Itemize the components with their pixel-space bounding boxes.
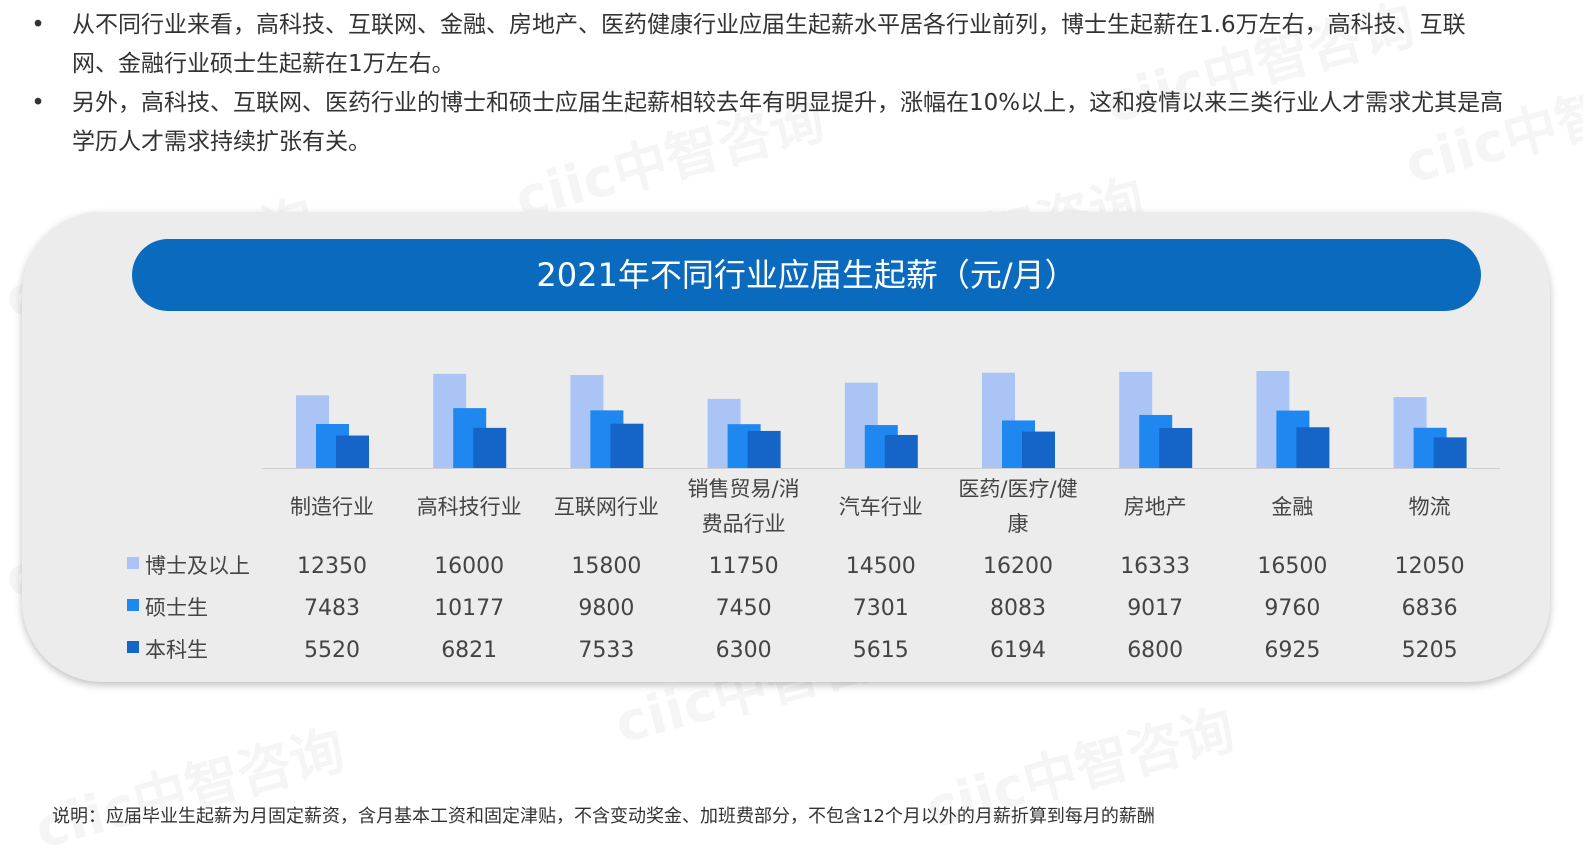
data-label: 6300 [716,638,772,663]
x-tick-label: 房地产 [1124,495,1187,519]
data-label: 6800 [1127,638,1183,663]
data-label: 6194 [990,638,1046,663]
data-label: 6821 [441,638,497,663]
bar [747,430,781,468]
data-label: 7301 [853,596,909,621]
data-label: 6836 [1402,596,1458,621]
x-tick-label: 互联网行业 [554,495,659,519]
data-label: 9760 [1264,596,1320,621]
data-label: 11750 [709,554,779,579]
x-tick-label: 医药/医疗/健 [958,477,1077,501]
x-tick-label: 汽车行业 [839,495,923,519]
data-label: 12350 [297,554,367,579]
legend-label: 硕士生 [145,596,208,620]
legend-label: 本科生 [145,638,208,662]
bullet-item: • 从不同行业来看，高科技、互联网、金融、房地产、医药健康行业应届生起薪水平居各… [28,6,1508,84]
chart-title: 2021年不同行业应届生起薪（元/月） [132,239,1481,311]
data-label: 9800 [578,596,634,621]
legend-label: 博士及以上 [145,554,250,578]
data-label: 5615 [853,638,909,663]
data-label: 16500 [1257,554,1327,579]
bar [1159,428,1193,468]
bar [610,423,644,468]
x-tick-label: 费品行业 [702,512,786,536]
bar [1296,427,1330,468]
data-label: 5205 [1402,638,1458,663]
bullet-dot-icon: • [31,12,45,38]
data-label: 15800 [571,554,641,579]
bar [473,427,507,468]
x-tick-label: 制造行业 [290,495,374,519]
bar [884,434,918,468]
bullet-dot-icon: • [31,90,45,116]
x-tick-label: 金融 [1271,495,1313,519]
x-tick-label: 康 [1008,512,1029,536]
legend-swatch [127,641,139,653]
data-label: 16200 [983,554,1053,579]
data-label: 7533 [578,638,634,663]
data-label: 9017 [1127,596,1183,621]
bar [336,435,369,468]
legend-swatch [127,599,139,611]
data-label: 16000 [434,554,504,579]
data-label: 7483 [304,596,360,621]
data-label: 7450 [716,596,772,621]
bullet-list: • 从不同行业来看，高科技、互联网、金融、房地产、医药健康行业应届生起薪水平居各… [28,6,1508,162]
bullet-item: • 另外，高科技、互联网、医药行业的博士和硕士应届生起薪相较去年有明显提升，涨幅… [28,84,1508,162]
footnote: 说明：应届毕业生起薪为月固定薪资，含月基本工资和固定津贴，不含变动奖金、加班费部… [52,806,1155,827]
data-label: 12050 [1395,554,1465,579]
data-label: 5520 [304,638,360,663]
data-label: 6925 [1264,638,1320,663]
bar [1022,431,1055,468]
bullet-text: 另外，高科技、互联网、医药行业的博士和硕士应届生起薪相较去年有明显提升，涨幅在1… [72,90,1504,155]
bar [1433,437,1467,468]
data-label: 10177 [434,596,504,621]
x-tick-label: 高科技行业 [417,495,522,519]
data-label: 14500 [846,554,916,579]
data-label: 8083 [990,596,1046,621]
bullet-text: 从不同行业来看，高科技、互联网、金融、房地产、医药健康行业应届生起薪水平居各行业… [72,12,1466,77]
x-tick-label: 销售贸易/消 [688,477,800,501]
legend-swatch [127,557,139,569]
data-label: 16333 [1120,554,1190,579]
x-tick-label: 物流 [1409,495,1451,519]
